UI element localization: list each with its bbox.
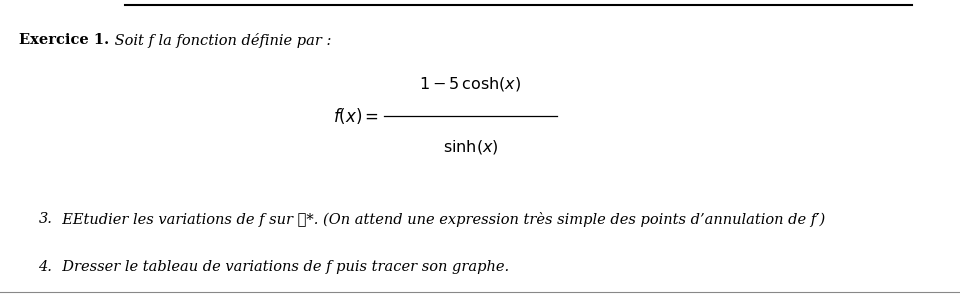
Text: $f(x) =$: $f(x) =$ bbox=[333, 106, 379, 126]
Text: 4.: 4. bbox=[38, 260, 52, 275]
Text: EEtudier les variations de f sur ℝ*. (On attend une expression très simple des p: EEtudier les variations de f sur ℝ*. (On… bbox=[53, 212, 825, 227]
Text: $\sinh(x)$: $\sinh(x)$ bbox=[443, 138, 498, 157]
Text: $1 - 5\,\cosh(x)$: $1 - 5\,\cosh(x)$ bbox=[420, 75, 521, 93]
Text: 3.: 3. bbox=[38, 212, 52, 226]
Text: Soit f la fonction définie par :: Soit f la fonction définie par : bbox=[110, 33, 332, 48]
Text: Exercice 1.: Exercice 1. bbox=[19, 33, 109, 47]
Text: Dresser le tableau de variations de f puis tracer son graphe.: Dresser le tableau de variations de f pu… bbox=[53, 260, 509, 275]
